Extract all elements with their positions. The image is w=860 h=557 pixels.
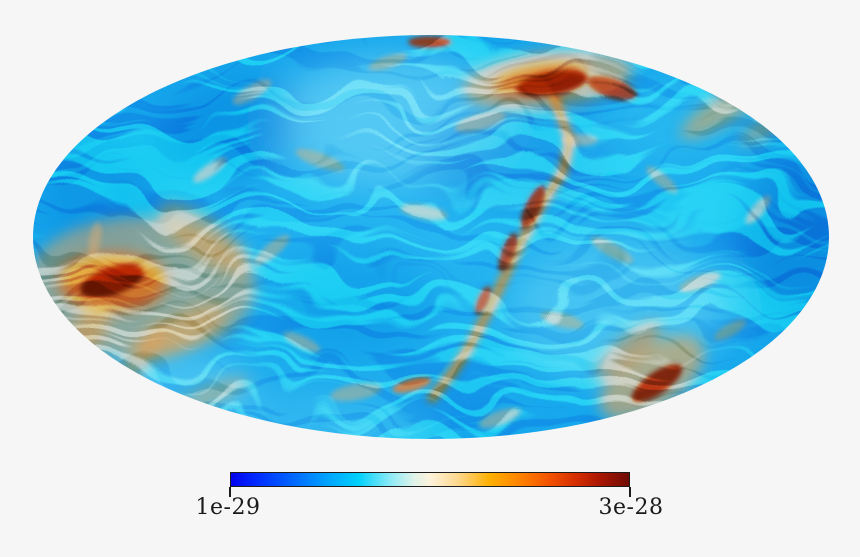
colorbar-max-label: 3e-28 — [598, 495, 664, 520]
colorbar-gradient — [230, 472, 630, 487]
lic-streaks-dark — [33, 35, 829, 439]
colorbar-min-label: 1e-29 — [195, 495, 261, 520]
colorbar-tick-max — [629, 487, 631, 497]
colorbar-tick-min — [229, 487, 231, 497]
sky-map-mollweide — [33, 35, 829, 439]
